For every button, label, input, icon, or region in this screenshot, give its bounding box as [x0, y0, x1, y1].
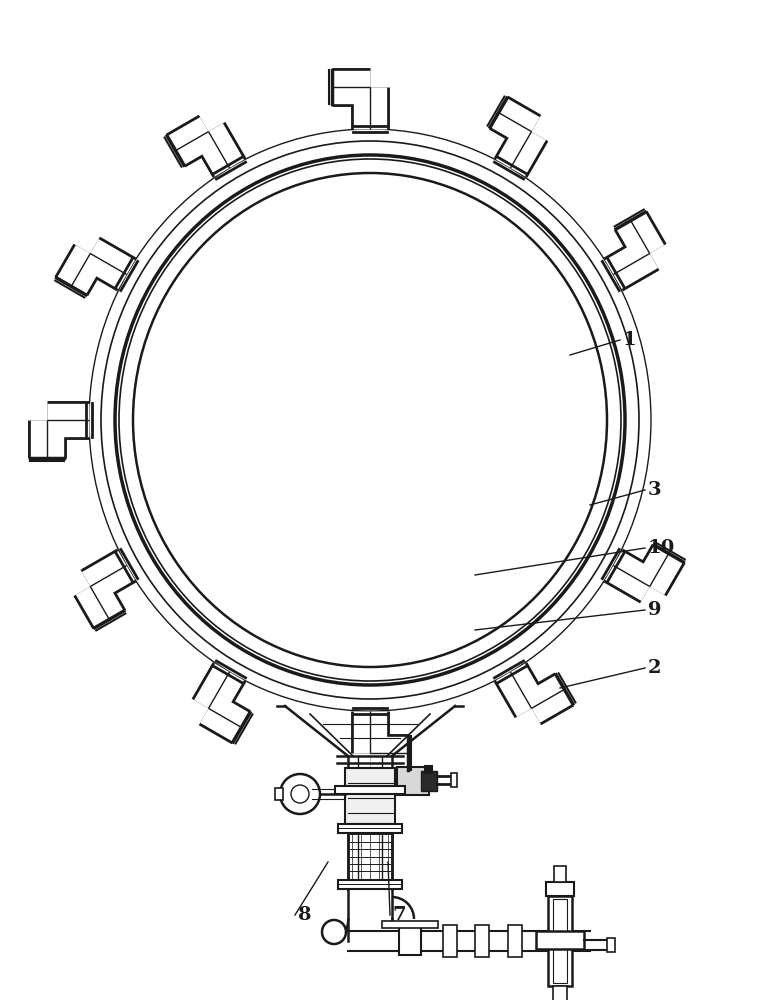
Bar — [607, 938, 615, 952]
Bar — [338, 824, 402, 833]
Bar — [553, 986, 567, 1000]
Bar — [548, 896, 572, 986]
Bar — [345, 768, 395, 824]
Circle shape — [291, 785, 309, 803]
Text: 3: 3 — [648, 481, 662, 499]
Text: 7: 7 — [393, 906, 407, 924]
Text: 10: 10 — [648, 539, 676, 557]
Bar — [421, 771, 437, 791]
Bar — [424, 765, 432, 773]
Bar — [553, 899, 567, 983]
Bar — [546, 882, 574, 896]
Bar — [451, 773, 457, 787]
Bar — [554, 866, 566, 882]
Text: 9: 9 — [648, 601, 662, 619]
Bar — [536, 931, 584, 949]
Bar — [508, 925, 522, 957]
Bar — [397, 767, 429, 795]
Bar — [338, 880, 402, 889]
Bar — [399, 927, 421, 955]
Bar — [382, 921, 438, 928]
Bar — [335, 786, 405, 794]
Bar — [475, 925, 489, 957]
Bar — [275, 788, 283, 800]
Circle shape — [280, 774, 320, 814]
Text: 8: 8 — [298, 906, 311, 924]
Text: 2: 2 — [648, 659, 662, 677]
Text: 1: 1 — [623, 331, 637, 349]
Bar — [443, 925, 457, 957]
